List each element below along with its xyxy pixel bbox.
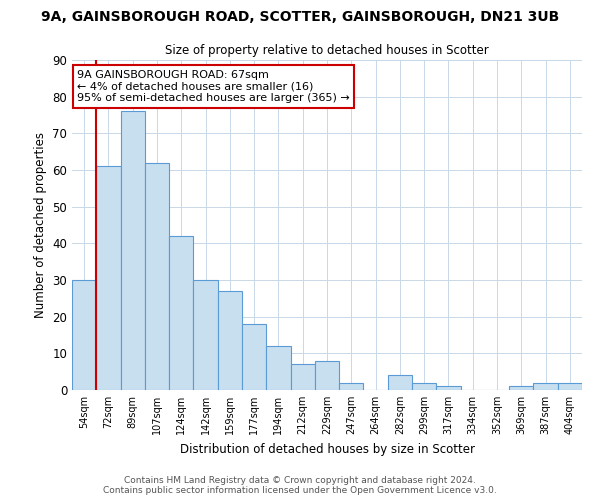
- Bar: [412, 382, 436, 390]
- Bar: [121, 112, 145, 390]
- Bar: [533, 382, 558, 390]
- Text: 9A GAINSBOROUGH ROAD: 67sqm
← 4% of detached houses are smaller (16)
95% of semi: 9A GAINSBOROUGH ROAD: 67sqm ← 4% of deta…: [77, 70, 350, 103]
- Bar: [169, 236, 193, 390]
- Bar: [72, 280, 96, 390]
- Bar: [388, 376, 412, 390]
- X-axis label: Distribution of detached houses by size in Scotter: Distribution of detached houses by size …: [179, 442, 475, 456]
- Bar: [315, 360, 339, 390]
- Bar: [339, 382, 364, 390]
- Bar: [436, 386, 461, 390]
- Bar: [509, 386, 533, 390]
- Y-axis label: Number of detached properties: Number of detached properties: [34, 132, 47, 318]
- Title: Size of property relative to detached houses in Scotter: Size of property relative to detached ho…: [165, 44, 489, 58]
- Text: 9A, GAINSBOROUGH ROAD, SCOTTER, GAINSBOROUGH, DN21 3UB: 9A, GAINSBOROUGH ROAD, SCOTTER, GAINSBOR…: [41, 10, 559, 24]
- Bar: [145, 162, 169, 390]
- Bar: [242, 324, 266, 390]
- Bar: [558, 382, 582, 390]
- Bar: [96, 166, 121, 390]
- Text: Contains HM Land Registry data © Crown copyright and database right 2024.
Contai: Contains HM Land Registry data © Crown c…: [103, 476, 497, 495]
- Bar: [266, 346, 290, 390]
- Bar: [290, 364, 315, 390]
- Bar: [218, 291, 242, 390]
- Bar: [193, 280, 218, 390]
